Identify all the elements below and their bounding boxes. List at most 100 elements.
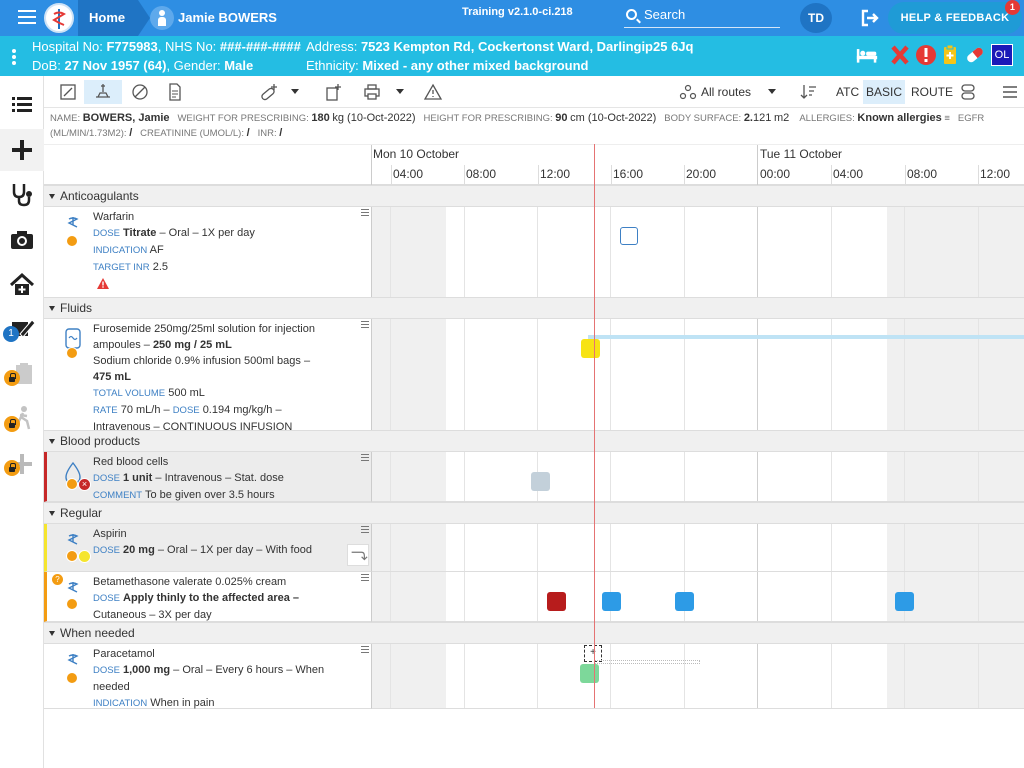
dose-scheduled[interactable] <box>675 592 694 611</box>
help-feedback-label: HELP & FEEDBACK <box>900 12 1010 24</box>
section-when-needed[interactable]: When needed <box>44 622 1024 644</box>
warning-icon[interactable] <box>423 82 443 102</box>
logout-icon[interactable] <box>860 9 880 27</box>
row-menu-icon[interactable] <box>361 646 369 655</box>
routes-select[interactable]: All routes <box>701 85 752 99</box>
infusion-start-marker[interactable] <box>581 339 600 358</box>
med-row-furosemide[interactable]: Furosemide 250mg/25ml solution for injec… <box>44 319 372 433</box>
help-feedback-button[interactable]: HELP & FEEDBACK 1 <box>888 0 1022 34</box>
home-care-icon[interactable] <box>8 271 36 299</box>
time-label: 08:00 <box>466 167 497 181</box>
grid-line <box>978 572 979 621</box>
add-icon[interactable] <box>8 136 36 164</box>
camera-icon[interactable] <box>8 226 36 254</box>
no-entry-icon[interactable] <box>130 82 150 102</box>
row-menu-icon[interactable] <box>361 209 369 218</box>
routes-dropdown-icon[interactable] <box>768 89 776 94</box>
atc-button[interactable]: ATC <box>836 85 860 99</box>
med-route-line: Cutaneous – 3X per day <box>93 609 212 621</box>
row-menu-icon[interactable] <box>361 574 369 583</box>
oral-route-badge-icon <box>66 672 78 684</box>
row-menu-icon[interactable] <box>361 454 369 463</box>
med-row-rbc[interactable]: × Red blood cells DOSE 1 unit – Intraven… <box>44 452 372 502</box>
med-row-betamethasone[interactable]: ? Betamethasone valerate 0.025% cream DO… <box>44 572 372 622</box>
pill-group-icon[interactable] <box>958 82 978 102</box>
section-blood-products[interactable]: Blood products <box>44 430 1024 452</box>
infusion-duration-bar[interactable] <box>588 335 1024 339</box>
add-locked-icon[interactable] <box>8 450 36 478</box>
home-tab[interactable]: Home <box>78 0 150 36</box>
medication-chart-icon[interactable] <box>939 44 961 66</box>
grid-line <box>390 319 391 430</box>
list-icon[interactable] <box>8 90 36 118</box>
indication-label: INDICATION <box>93 698 148 709</box>
route-button[interactable]: ROUTE <box>911 85 953 99</box>
allergies-menu-icon[interactable]: ≡ <box>944 113 950 124</box>
user-avatar[interactable]: TD <box>800 3 832 33</box>
med-row-aspirin[interactable]: Aspirin DOSE 20 mg – Oral – 1X per day –… <box>44 524 372 572</box>
med-frequency-note: needed <box>93 681 130 693</box>
indication-value: AF <box>149 244 164 256</box>
section-title: Fluids <box>60 301 93 315</box>
dose-cancelled[interactable] <box>531 472 550 491</box>
med-details: Warfarin DOSE Titrate – Oral – 1X per da… <box>93 209 365 294</box>
tick <box>684 165 685 186</box>
day-divider <box>757 145 758 186</box>
night-shade <box>887 644 1024 708</box>
row-menu-icon[interactable] <box>361 321 369 330</box>
dose-value: 1 unit <box>123 472 153 484</box>
add-medication-icon[interactable] <box>259 82 279 102</box>
print-dropdown-icon[interactable] <box>396 89 404 94</box>
dose-scheduled[interactable] <box>602 592 621 611</box>
med-row-warfarin[interactable]: Warfarin DOSE Titrate – Oral – 1X per da… <box>44 207 372 298</box>
pill-icon[interactable] <box>964 44 986 66</box>
section-fluids[interactable]: Fluids <box>44 297 1024 319</box>
stethoscope-icon[interactable] <box>8 180 36 208</box>
allergies-value[interactable]: Known allergies <box>857 112 942 124</box>
cross-icon[interactable] <box>889 44 911 66</box>
person-icon <box>150 6 174 30</box>
grid-line <box>537 572 538 621</box>
section-anticoagulants[interactable]: Anticoagulants <box>44 185 1024 207</box>
dose-value: 0.194 mg/kg/h – <box>202 404 282 416</box>
calculator-add-icon[interactable] <box>323 82 343 102</box>
routes-icon[interactable] <box>678 82 698 102</box>
med-row-paracetamol[interactable]: Paracetamol DOSE 1,000 mg – Oral – Every… <box>44 644 372 709</box>
row-menu-icon[interactable] <box>361 526 369 535</box>
search-input[interactable]: Search <box>624 4 780 28</box>
warning-triangle-icon[interactable] <box>97 278 109 289</box>
add-prn-dose-button[interactable]: + <box>584 645 602 662</box>
edit-chart-icon[interactable] <box>58 82 78 102</box>
paused-icon <box>78 550 91 563</box>
basic-button[interactable]: BASIC <box>863 80 905 104</box>
dose-scheduled[interactable] <box>895 592 914 611</box>
alert-icon[interactable] <box>915 44 937 66</box>
chart-row-aspirin <box>372 524 1024 572</box>
sort-icon[interactable] <box>799 82 819 102</box>
info-badge-icon[interactable]: ? <box>52 574 63 585</box>
dose-given[interactable] <box>580 664 599 683</box>
grid-line <box>904 207 905 297</box>
ol-badge[interactable]: OL <box>991 44 1013 66</box>
print-icon[interactable] <box>362 82 382 102</box>
patient-tab[interactable]: Jamie BOWERS <box>150 5 277 31</box>
document-icon[interactable] <box>165 82 185 102</box>
dose-slot-pending[interactable] <box>620 227 638 245</box>
time-label: 08:00 <box>907 167 938 181</box>
med-name: Red blood cells <box>93 456 169 468</box>
dose-value: 20 mg <box>123 544 155 556</box>
time-label: 20:00 <box>686 167 717 181</box>
section-regular[interactable]: Regular <box>44 502 1024 524</box>
hamburger-menu-icon[interactable] <box>18 10 36 26</box>
clipboard-icon[interactable] <box>8 360 36 388</box>
more-menu-icon[interactable] <box>1000 82 1020 102</box>
oral-medication-icon <box>67 654 79 665</box>
hand-administer-icon[interactable] <box>93 82 113 102</box>
grid-line <box>610 644 611 708</box>
tick <box>611 165 612 186</box>
resume-icon[interactable] <box>347 544 369 566</box>
dose-missed[interactable] <box>547 592 566 611</box>
add-medication-dropdown-icon[interactable] <box>291 89 299 94</box>
bed-icon[interactable] <box>856 44 878 66</box>
banner-menu-icon[interactable] <box>12 49 16 67</box>
